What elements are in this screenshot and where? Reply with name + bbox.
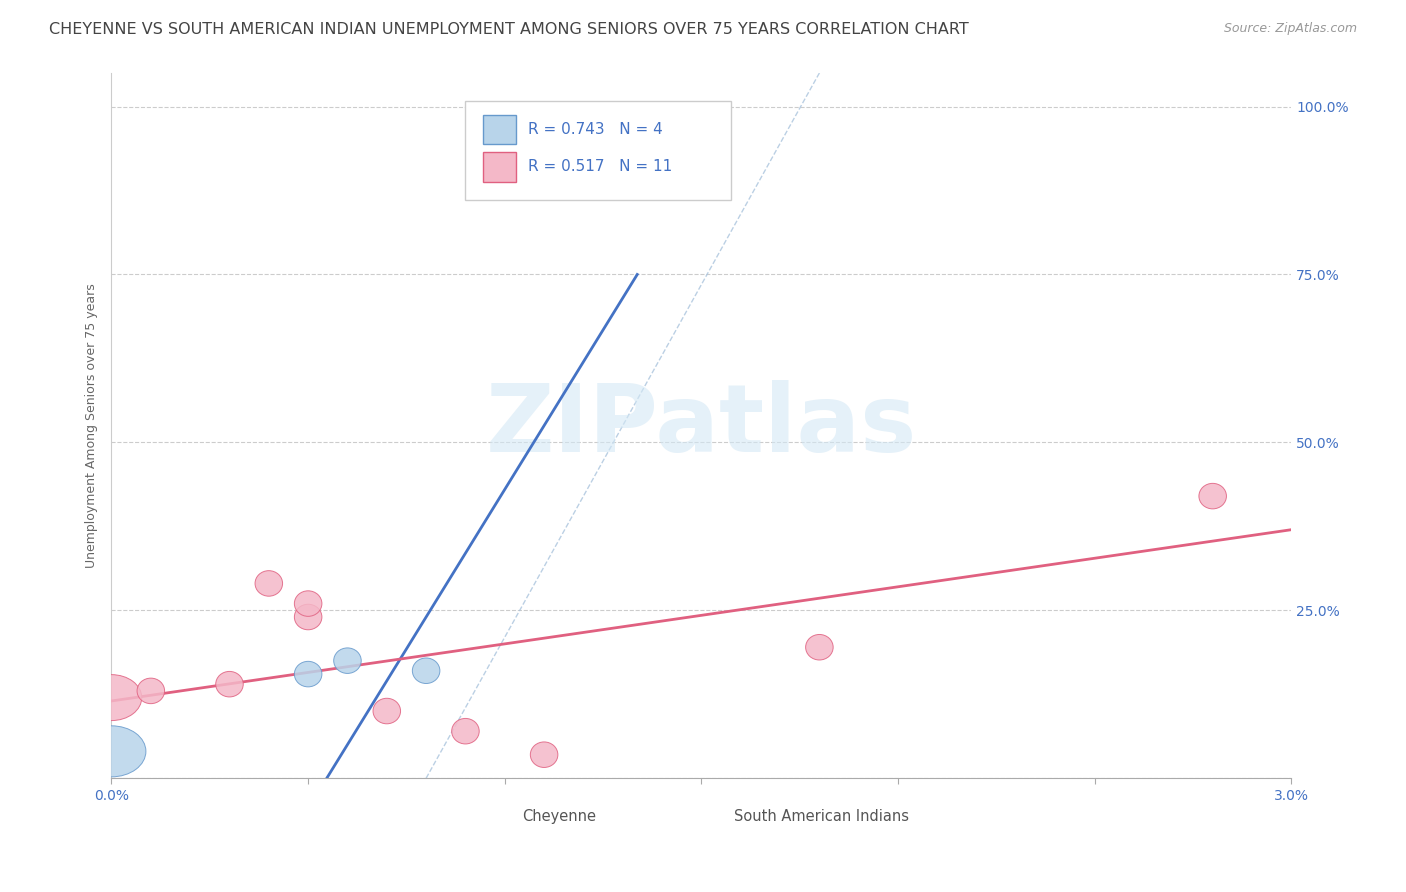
- Ellipse shape: [77, 726, 146, 777]
- Ellipse shape: [294, 604, 322, 630]
- Ellipse shape: [215, 672, 243, 697]
- Bar: [702, 807, 725, 827]
- Ellipse shape: [530, 742, 558, 767]
- Ellipse shape: [451, 718, 479, 744]
- Text: R = 0.517   N = 11: R = 0.517 N = 11: [529, 160, 672, 174]
- Bar: [484, 114, 516, 145]
- Ellipse shape: [806, 634, 834, 660]
- Text: CHEYENNE VS SOUTH AMERICAN INDIAN UNEMPLOYMENT AMONG SENIORS OVER 75 YEARS CORRE: CHEYENNE VS SOUTH AMERICAN INDIAN UNEMPL…: [49, 22, 969, 37]
- Ellipse shape: [82, 674, 142, 721]
- Ellipse shape: [294, 591, 322, 616]
- Y-axis label: Unemployment Among Seniors over 75 years: Unemployment Among Seniors over 75 years: [86, 284, 98, 568]
- Ellipse shape: [294, 661, 322, 687]
- Ellipse shape: [412, 658, 440, 683]
- Ellipse shape: [136, 678, 165, 704]
- Text: R = 0.743   N = 4: R = 0.743 N = 4: [529, 122, 662, 136]
- Ellipse shape: [1199, 483, 1226, 508]
- Bar: [489, 807, 513, 827]
- Text: South American Indians: South American Indians: [734, 810, 910, 824]
- Text: ZIPatlas: ZIPatlas: [485, 380, 917, 472]
- Ellipse shape: [373, 698, 401, 723]
- Text: Cheyenne: Cheyenne: [522, 810, 596, 824]
- Ellipse shape: [333, 648, 361, 673]
- Ellipse shape: [254, 571, 283, 596]
- Text: Source: ZipAtlas.com: Source: ZipAtlas.com: [1223, 22, 1357, 36]
- Bar: [484, 152, 516, 182]
- FancyBboxPatch shape: [465, 101, 731, 200]
